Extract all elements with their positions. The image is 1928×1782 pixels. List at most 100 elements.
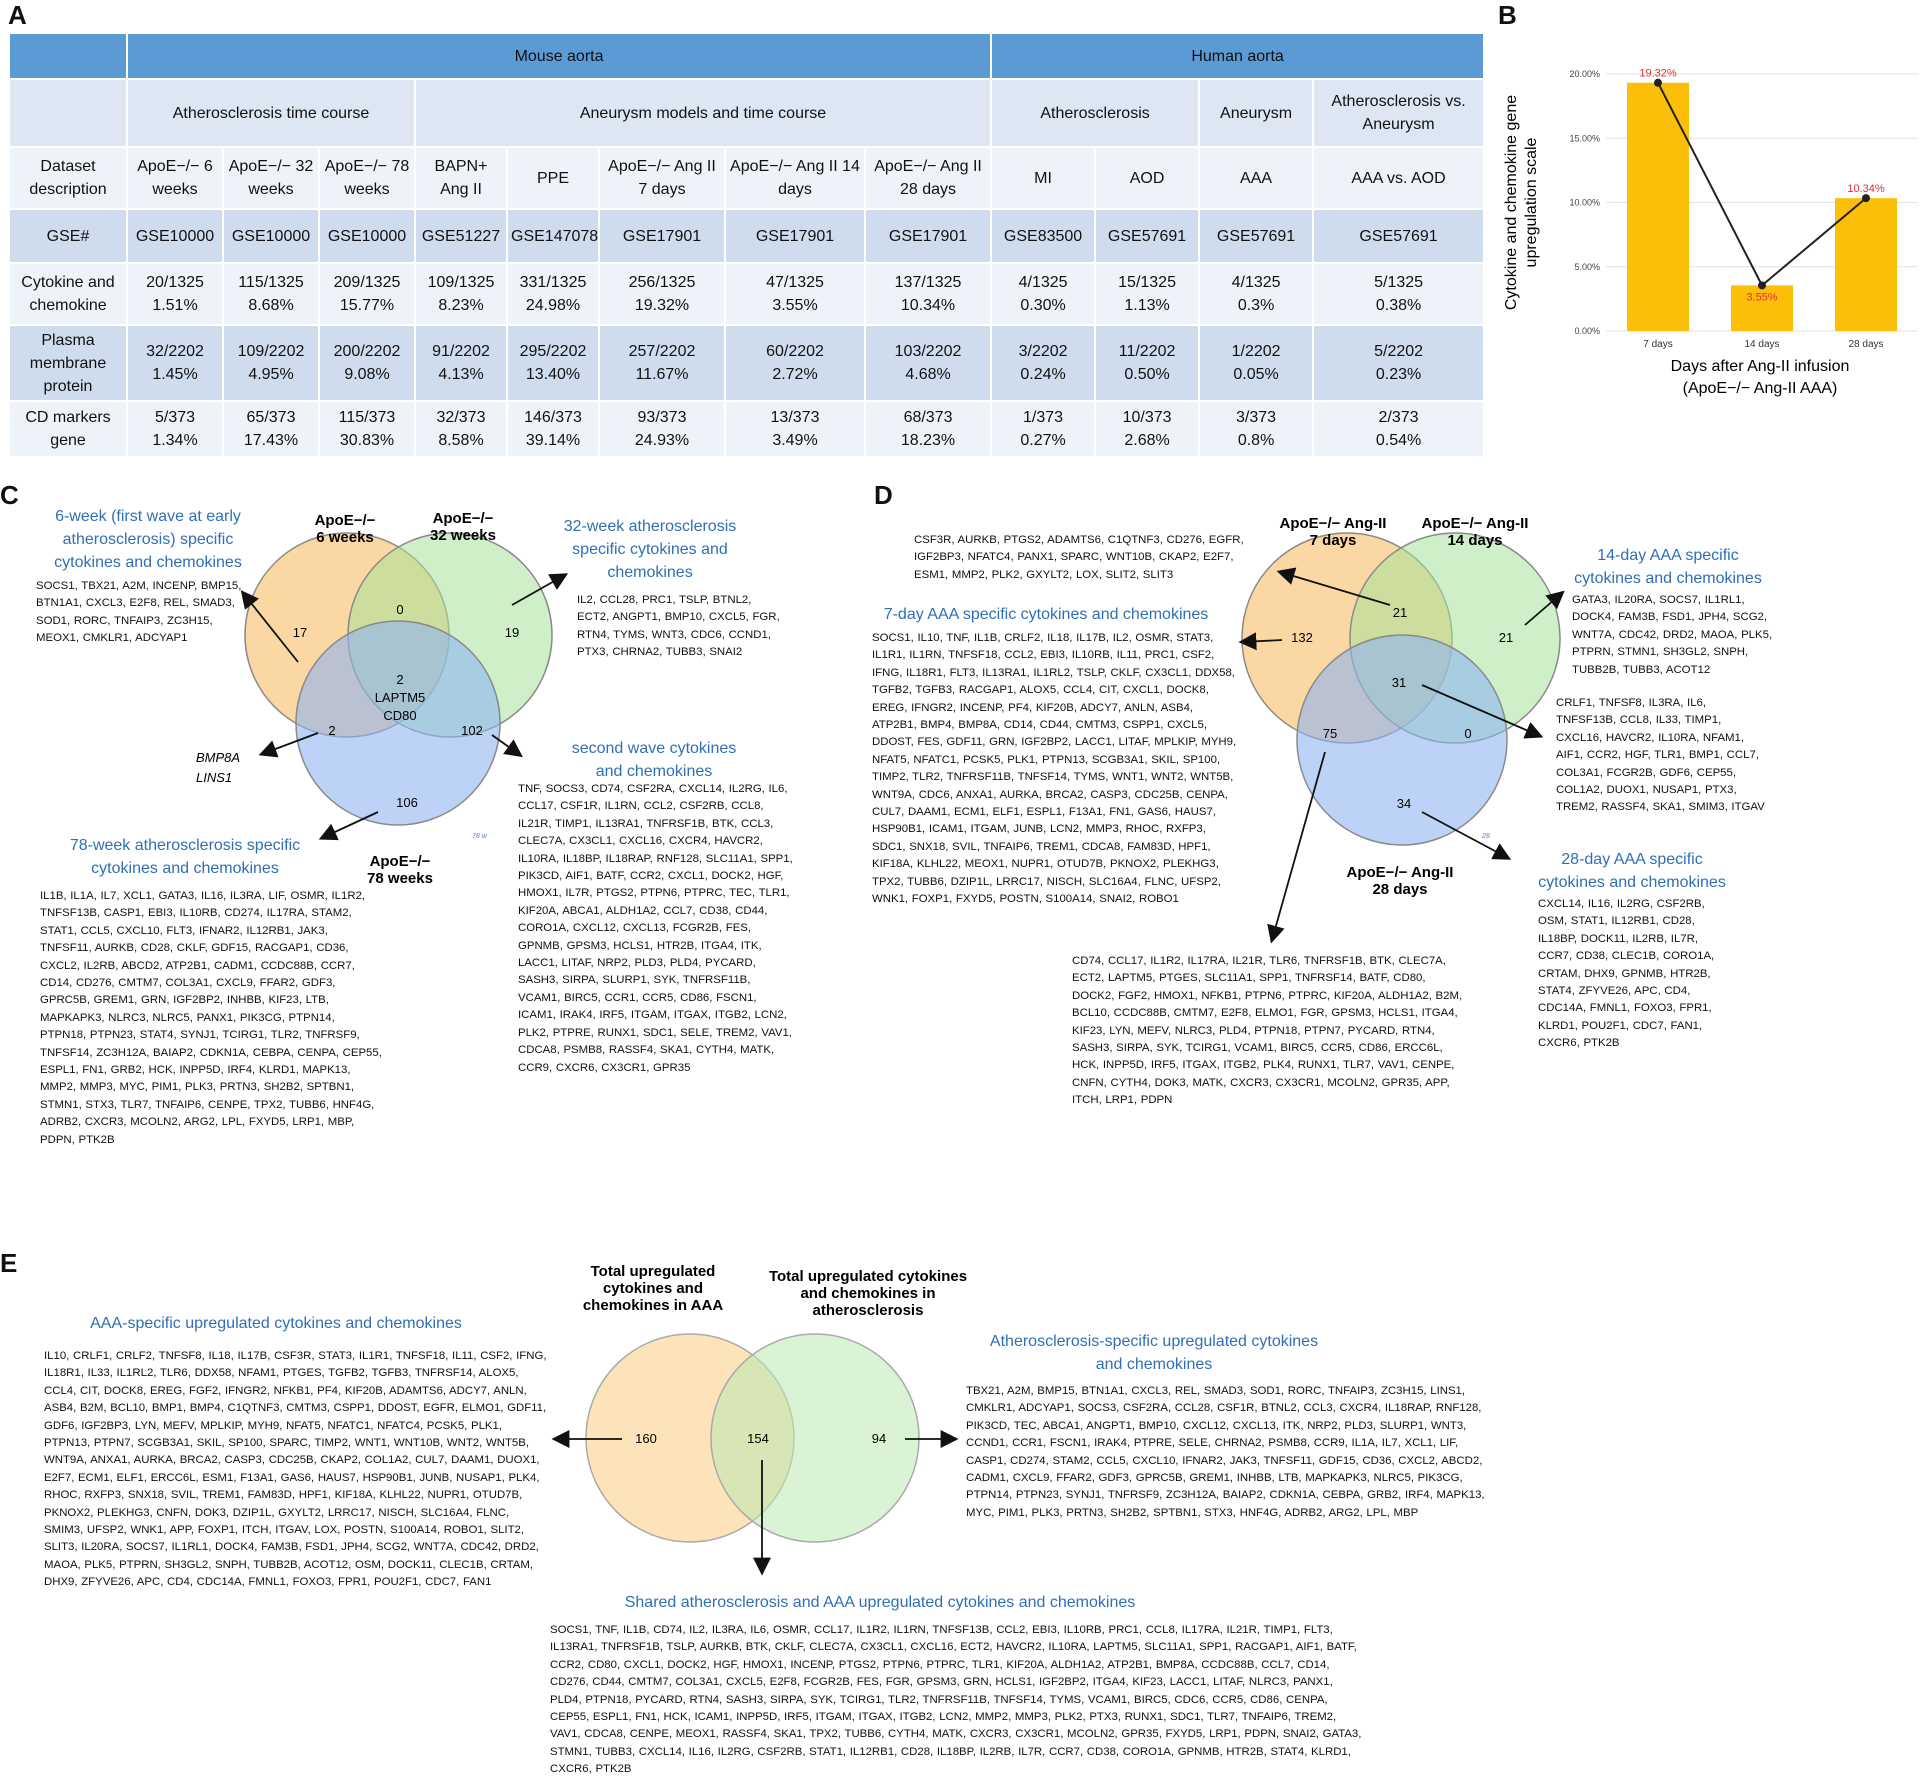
table-cell-value: 103/2202 [894,343,962,360]
table-cell-value: 13/373 [770,409,820,426]
table-cell-value: 13.40% [525,366,581,383]
table-cell-value: 47/1325 [766,274,824,291]
table-cell-value: 68/373 [903,409,953,426]
table-cell-value: 32/373 [436,409,486,426]
table-cell-value: 20/1325 [146,274,204,291]
venn-set-label: and chemokines in [800,1285,935,1302]
bar [1627,82,1689,331]
table-cell: 256/1325 19.32% [598,262,726,326]
species-header-human: Human aorta [990,32,1486,80]
table-cell: ApoE−/− Ang II 7 days [598,146,726,210]
table-cell-value: GSE17901 [622,227,702,245]
table-cell-value: 0.05% [1233,366,1279,383]
title-line: cytokines and chemokines [54,554,242,571]
table-cell: GSE17901 [598,208,726,264]
venn-diagram-atherosclerosis: ApoE−/− 6 weeks ApoE−/− 32 weeks ApoE−/−… [196,510,569,887]
bar [1835,198,1897,331]
venn-set-label: 14 days [1447,532,1502,549]
table-cell: 209/1325 15.77% [318,262,416,326]
table-cell: PPE [506,146,600,210]
table-cell-value: ApoE−/− 32 weeks [228,158,314,198]
table-cell-value: 1/2202 [1231,343,1281,360]
gene-list-28-day: CXCL14, IL16, IL2RG, CSF2RB, OSM, STAT1,… [1538,898,1715,1050]
venn-set-label: Total upregulated [591,1263,716,1280]
venn-count: 0 [396,602,403,617]
table-cell-value: 0.38% [1375,297,1422,314]
table-cell: 109/1325 8.23% [414,262,508,326]
table-cell-value: 18.23% [900,432,956,449]
table-cell-value: 4.13% [438,366,484,383]
panel-label-d: D [874,480,893,510]
venn-set-label: 78 weeks [367,870,433,887]
table-cell: GSE10000 [222,208,320,264]
table-cell-value: 115/1325 [238,274,304,291]
title-line: and chemokines [1095,1356,1213,1373]
table-cell-value: AAA vs. AOD [1351,169,1446,187]
venn-count: 102 [461,723,483,738]
table-cell: ApoE−/− 6 weeks [126,146,224,210]
table-cell: 1/2202 0.05% [1198,324,1315,402]
table-cell-value: GSE147078 [511,227,599,245]
table-cell-value: 5/2202 [1374,343,1424,360]
table-cell-value: 2/373 [1378,409,1419,426]
group-header: Atherosclerosis vs. Aneurysm [1312,78,1486,148]
table-cell-value: 1/373 [1023,409,1064,426]
group-header: Aneurysm [1198,78,1315,148]
venn-small-label: 78 w [472,833,488,840]
table-cell: ApoE−/− Ang II 28 days [863,146,993,210]
table-cell-value: 4.95% [248,366,294,383]
title-shared: Shared atherosclerosis and AAA upregulat… [624,1594,1136,1611]
table-cell: 295/2202 13.40% [506,324,600,402]
table-cell: GSE17901 [863,208,993,264]
table-cell-value: 10.34% [900,297,956,314]
table-cell-value: ApoE−/− Ang II 28 days [874,158,982,198]
table-cell: GSE51227 [414,208,508,264]
table-cell: 5/373 1.34% [126,400,224,458]
table-cell-value: 200/2202 [333,343,401,360]
table-cell-value: 295/2202 [519,343,587,360]
table-cell-value: AOD [1129,169,1165,187]
table-cell-value: GSE17901 [755,227,835,245]
venn-set-label: atherosclerosis [813,1302,924,1319]
venn-set-label: chemokines in AAA [583,1297,723,1314]
table-cell-value: 91/2202 [432,343,490,360]
table-cell-value: 5/1325 [1374,274,1424,291]
table-cell: GSE57691 [1312,208,1486,264]
venn-set-label: ApoE−/− [315,512,376,529]
table-cell: GSE57691 [1094,208,1201,264]
table-cell: GSE57691 [1198,208,1315,264]
table-cell: 91/2202 4.13% [414,324,508,402]
title-line: Atherosclerosis-specific upregulated cyt… [989,1333,1319,1350]
table-cell-value: 3/373 [1236,409,1277,426]
title-line: 14-day AAA specific [1597,547,1739,564]
data-label: 19.32% [1639,68,1677,80]
row-header: Dataset description [8,146,128,210]
table-cell-value: 137/1325 [894,274,962,291]
table-cell-value: 2.72% [772,366,818,383]
table-cell-value: 146/373 [524,409,582,426]
table-cell-value: 1.13% [1124,297,1170,314]
gene-list-6-week: SOCS1, TBX21, A2M, INCENP, BMP15, BTN1A1… [36,580,242,645]
table-cell-value: ApoE−/− Ang II 14 days [730,158,860,198]
table-cell-value: GSE57691 [1359,227,1438,245]
panel-label-a: A [8,0,27,30]
venn-set-label: cytokines and [603,1280,703,1297]
y-axis-label: upregulation scale [1523,137,1540,267]
table-cell: 5/2202 0.23% [1312,324,1486,402]
table-cell-value: ApoE−/− 6 weeks [137,158,213,198]
table-cell-value: 17.43% [243,432,299,449]
x-tick-label: 28 days [1848,339,1883,350]
arrow [258,732,319,758]
gene-list-7-28-overlap: CD74, CCL17, IL1R2, IL17RA, IL21R, TLR6,… [1072,955,1463,1107]
venn-set-label: 28 days [1372,881,1427,898]
table-cell-value: AAA [1240,169,1273,187]
arrow [1276,567,1391,606]
y-tick-label: 20.00% [1569,69,1600,79]
table-cell-value: GSE10000 [327,227,407,245]
venn-gene-label: BMP8A [196,750,240,765]
title-line: 6-week (first wave at early [55,508,241,525]
table-cell: 5/1325 0.38% [1312,262,1486,326]
table-cell-value: 1.51% [152,297,198,314]
table-cell-value: 3.55% [772,297,818,314]
data-point [1758,281,1766,290]
